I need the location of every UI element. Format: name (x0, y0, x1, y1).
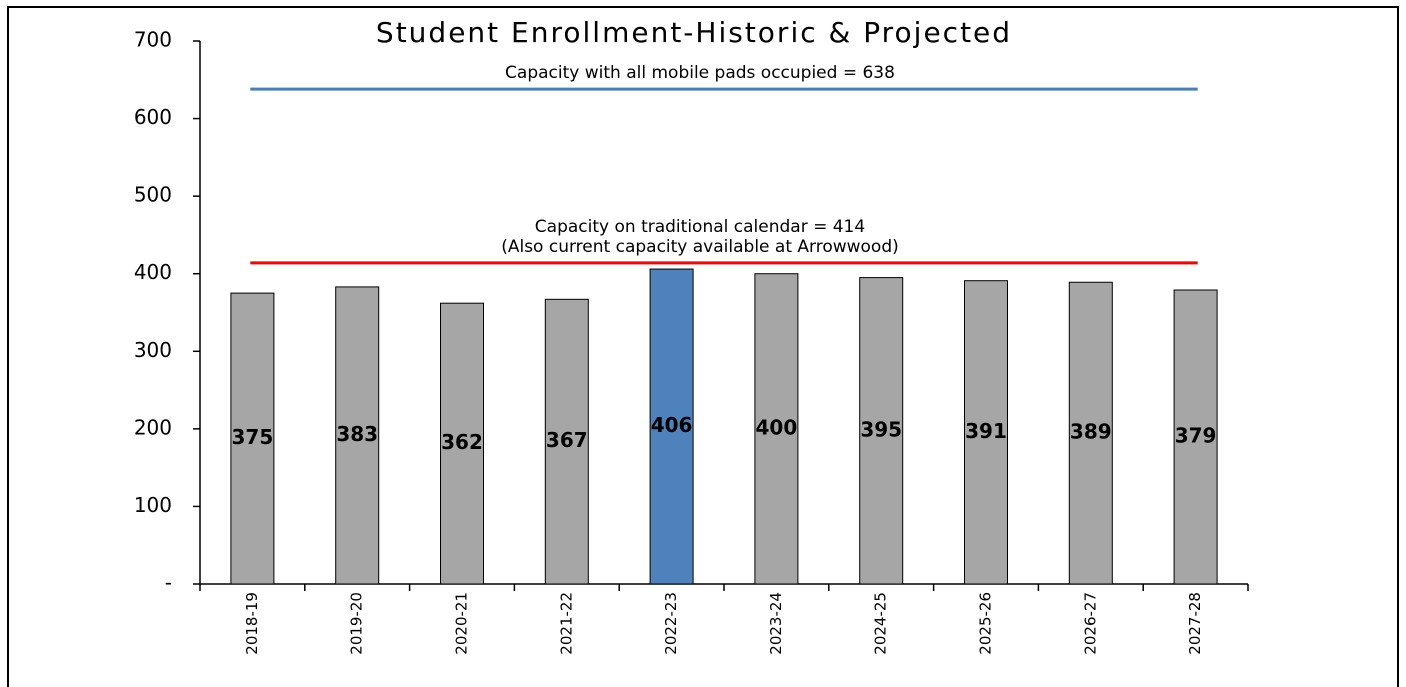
frame (7, 6, 1399, 687)
value-label: 375 (232, 425, 274, 449)
bar (335, 286, 380, 585)
bar (964, 280, 1008, 585)
bar (544, 298, 589, 585)
x-tick-label: 2021-22 (557, 592, 575, 655)
reference-label: Capacity on traditional calendar = 414 (535, 217, 865, 237)
value-label: 406 (651, 413, 693, 437)
y-tick-label: 700 (134, 28, 172, 52)
bar (859, 277, 904, 585)
y-tick-label: 200 (134, 415, 172, 439)
x-tick-label: 2026-27 (1081, 592, 1099, 655)
x-tick-label: 2019-20 (348, 592, 366, 655)
value-label: 391 (965, 419, 1007, 443)
x-tick-label: 2025-26 (977, 592, 995, 655)
y-tick-label: 100 (134, 493, 172, 517)
bar (1068, 281, 1113, 585)
chart-title: Student Enrollment-Historic & Projected (376, 16, 1012, 49)
value-label: 362 (441, 430, 483, 454)
reference-label: Capacity with all mobile pads occupied =… (505, 63, 895, 83)
x-tick-label: 2020-21 (453, 592, 471, 655)
bar (754, 273, 799, 585)
value-label: 400 (756, 415, 798, 439)
y-tick-label: 500 (134, 183, 172, 207)
value-label: 367 (546, 428, 588, 452)
x-tick-label: 2027-28 (1186, 592, 1204, 655)
value-label: 379 (1175, 424, 1217, 448)
y-tick-label: 400 (134, 260, 172, 284)
y-tick-label: - (165, 571, 172, 595)
reference-label: (Also current capacity available at Arro… (501, 237, 899, 257)
value-label: 395 (860, 417, 902, 441)
y-tick-label: 600 (134, 105, 172, 129)
x-tick-label: 2023-24 (767, 592, 785, 655)
value-label: 389 (1070, 420, 1112, 444)
x-tick-label: 2022-23 (662, 592, 680, 655)
x-tick-label: 2018-19 (243, 592, 261, 655)
bar (440, 302, 484, 585)
bar (230, 292, 275, 585)
value-label: 383 (336, 422, 378, 446)
bar (649, 268, 694, 585)
y-tick-label: 300 (134, 338, 172, 362)
x-tick-label: 2024-25 (872, 592, 890, 655)
bar (1173, 289, 1218, 585)
